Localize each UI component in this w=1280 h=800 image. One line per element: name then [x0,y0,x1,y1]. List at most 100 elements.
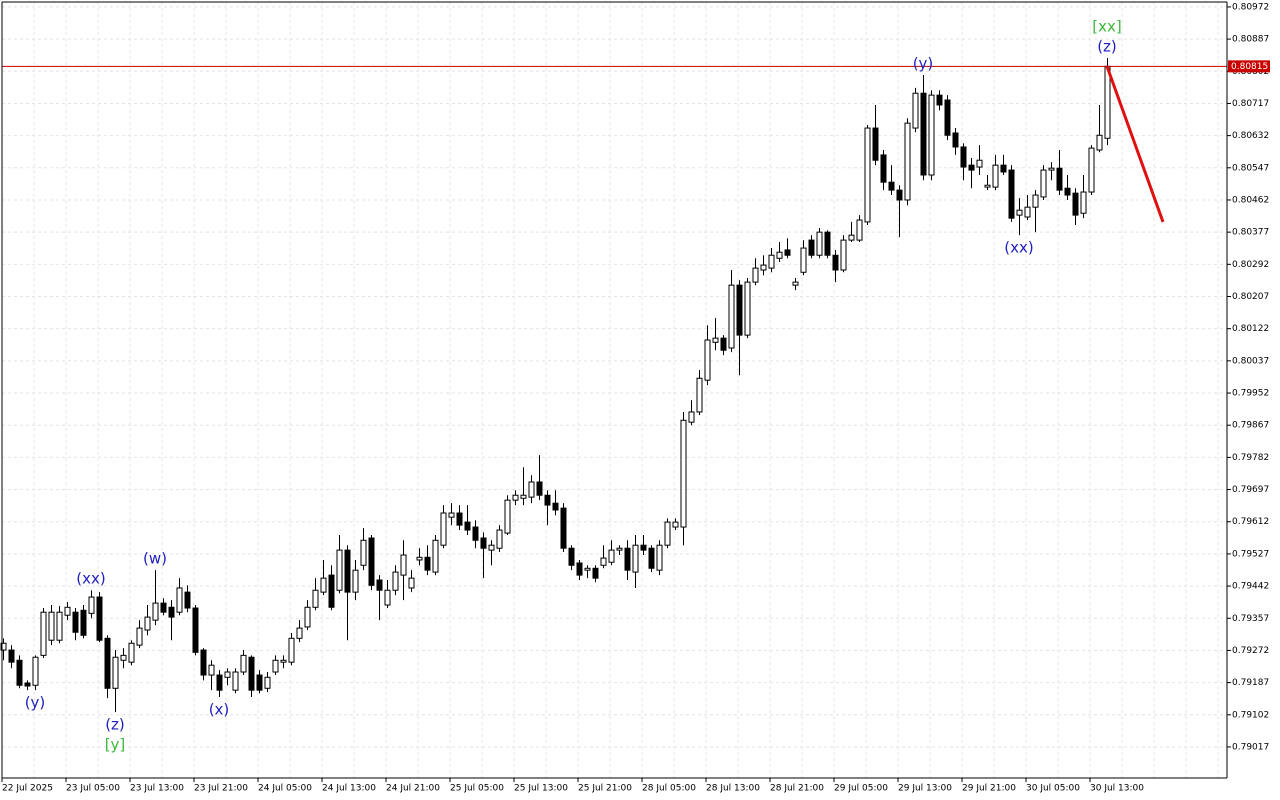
candle-body [736,284,743,336]
candle-body [248,656,255,691]
candle-body [32,656,39,686]
candle-body [920,92,927,176]
candle-body [232,671,239,691]
candle-body [416,556,423,561]
candle-body [560,507,567,549]
candle-body [152,602,159,621]
candle-body [56,611,63,641]
candle-body [896,189,903,201]
candle-body [24,682,31,687]
candle-body [528,481,535,498]
wave-label: (xx) [76,570,105,588]
candle-body [448,512,455,518]
candle-body [760,264,767,271]
candle-body [688,411,695,423]
candle-body [1016,209,1023,216]
candle-body [440,512,447,546]
candle-body [1000,164,1007,173]
wave-label: (y) [913,55,934,73]
candle-body [288,637,295,663]
candle-body [880,154,887,183]
wave-label: (x) [209,700,230,718]
y-tick-label: 0.80122 [1232,324,1269,334]
candle-body [408,577,415,589]
candle-body [1024,206,1031,218]
candle-body [960,146,967,168]
x-tick-label: 29 Jul 13:00 [898,784,952,794]
candle-body [608,549,615,563]
candle-body [472,526,479,541]
candle-body [128,642,135,663]
candle-body [952,132,959,148]
candle-body [704,339,711,381]
candle-body [864,127,871,223]
candle-body [144,616,151,631]
candle-body [712,337,719,343]
candle-body [680,419,687,528]
candle-body [480,537,487,549]
candle-body [160,602,167,613]
candle-body [40,611,47,656]
x-tick-label: 22 Jul 2025 [2,784,53,794]
candle-body [936,94,943,106]
candle-body [464,521,471,531]
candle-body [88,596,95,614]
candle-body [944,99,951,136]
candle-body [840,239,847,271]
candle-body [512,494,519,501]
candle-body [296,627,303,639]
candle-body [400,554,407,576]
y-tick-label: 0.79527 [1232,549,1269,559]
candle-body [792,281,799,286]
candle-body [104,637,111,689]
candle-body [456,512,463,526]
candle-body [72,611,79,633]
forecast-line [1105,65,1165,223]
x-tick-label: 24 Jul 05:00 [258,784,312,794]
x-tick-label: 24 Jul 21:00 [386,784,440,794]
candle-body [1056,167,1063,191]
candle-body [656,544,663,571]
candle-body [976,159,983,168]
y-tick-label: 0.80887 [1232,35,1269,45]
candle-body [576,562,583,576]
y-tick-label: 0.79952 [1232,389,1269,399]
candle-body [824,231,831,256]
candle-body [928,94,935,176]
candle-body [240,654,247,673]
candle-body [776,251,783,259]
candle-body [816,231,823,256]
candle-body [336,549,343,591]
last-price-box [1228,60,1270,73]
candle-body [544,494,551,506]
candle-body [368,537,375,586]
candle-body [96,596,103,641]
candle-body [16,659,23,686]
candle-body [264,676,271,689]
candle-body [8,649,15,663]
y-tick-label: 0.79867 [1232,421,1269,431]
y-tick-label: 0.79017 [1232,742,1269,752]
candle-body [848,234,855,241]
wave-label: [xx] [1092,18,1121,36]
candle-body [552,502,559,511]
y-tick-label: 0.79187 [1232,678,1269,688]
candle-body [280,659,287,663]
x-tick-label: 28 Jul 13:00 [706,784,760,794]
candle-body [272,659,279,673]
y-tick-label: 0.80207 [1232,292,1269,302]
candle-body [624,547,631,571]
y-tick-label: 0.79102 [1232,710,1269,720]
candle-body [320,577,327,593]
candle-body [640,544,647,551]
candle-body [728,284,735,349]
candle-body [1096,134,1103,151]
candle-body [992,164,999,188]
candle-body [1032,194,1039,208]
candle-body [1072,192,1079,216]
candle-body [304,606,311,628]
candle-body [392,571,399,591]
x-tick-label: 24 Jul 13:00 [322,784,376,794]
candle-body [672,521,679,528]
